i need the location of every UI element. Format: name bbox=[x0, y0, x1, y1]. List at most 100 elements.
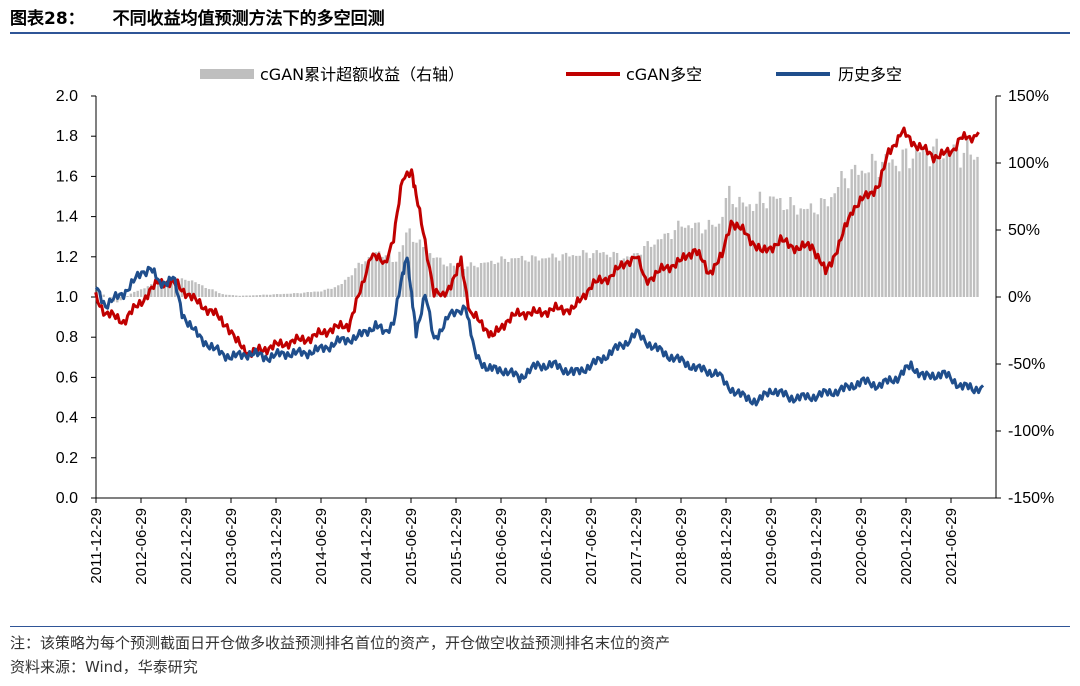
bar bbox=[860, 170, 864, 297]
bar bbox=[374, 252, 377, 297]
x-tick-label: 2019-12-29 bbox=[808, 508, 825, 585]
bar bbox=[530, 255, 534, 297]
bar bbox=[224, 294, 228, 297]
bar bbox=[864, 173, 867, 297]
bar bbox=[544, 258, 547, 297]
bar bbox=[211, 289, 214, 297]
bar bbox=[823, 199, 826, 297]
bar bbox=[826, 206, 830, 297]
bar bbox=[381, 256, 384, 297]
bar bbox=[411, 241, 415, 297]
bar bbox=[564, 252, 568, 297]
bar bbox=[201, 285, 204, 297]
bar bbox=[231, 295, 235, 297]
bar bbox=[891, 159, 894, 297]
bar bbox=[500, 256, 503, 297]
bar bbox=[850, 169, 853, 297]
bar bbox=[935, 138, 938, 297]
bar bbox=[711, 224, 714, 297]
bar bbox=[592, 253, 595, 297]
x-tick-label: 2017-06-29 bbox=[583, 508, 600, 585]
bar bbox=[656, 239, 660, 297]
bar bbox=[615, 253, 619, 297]
x-tick-label: 2015-12-29 bbox=[448, 508, 465, 585]
bar bbox=[751, 211, 755, 297]
bar bbox=[908, 168, 911, 297]
bar bbox=[622, 258, 626, 297]
y-left-tick-label: 0.6 bbox=[56, 369, 78, 386]
bar bbox=[292, 293, 296, 297]
bar bbox=[537, 260, 541, 297]
bar bbox=[262, 294, 265, 297]
bar bbox=[309, 292, 313, 297]
bar bbox=[469, 262, 473, 297]
bar bbox=[884, 154, 887, 297]
bar bbox=[167, 282, 170, 297]
bar bbox=[269, 294, 272, 297]
y-left-tick-label: 0.0 bbox=[56, 490, 78, 507]
bar bbox=[126, 296, 129, 297]
bar bbox=[626, 256, 629, 297]
bar bbox=[819, 198, 823, 297]
bar bbox=[347, 276, 350, 297]
bar bbox=[802, 209, 806, 297]
bar bbox=[496, 262, 500, 297]
y-left-tick-label: 2.0 bbox=[56, 88, 78, 105]
bar bbox=[163, 282, 167, 297]
bar bbox=[663, 233, 666, 297]
bar bbox=[398, 251, 401, 297]
bar bbox=[646, 241, 649, 297]
bar bbox=[303, 292, 306, 297]
bar bbox=[306, 292, 309, 297]
legend-label-cgan: cGAN多空 bbox=[626, 65, 702, 84]
bar bbox=[969, 154, 972, 297]
x-tick-label: 2011-12-29 bbox=[88, 508, 105, 584]
bar bbox=[976, 156, 979, 297]
figure-header: 图表28： 不同收益均值预测方法下的多空回测 bbox=[10, 8, 1070, 34]
bar bbox=[190, 280, 194, 297]
bar bbox=[486, 262, 490, 297]
bar bbox=[153, 285, 156, 297]
x-tick-label: 2020-06-29 bbox=[853, 508, 870, 585]
bar bbox=[857, 174, 860, 297]
bar bbox=[799, 208, 802, 297]
bar bbox=[915, 147, 918, 297]
bar bbox=[707, 219, 711, 297]
x-tick-label: 2019-06-29 bbox=[763, 508, 780, 585]
bar bbox=[513, 258, 517, 297]
y-left-tick-label: 1.4 bbox=[56, 209, 78, 226]
bar bbox=[337, 285, 340, 297]
bar bbox=[694, 222, 697, 297]
bar bbox=[830, 197, 833, 297]
bar bbox=[847, 188, 850, 297]
x-tick-label: 2012-06-29 bbox=[133, 508, 150, 585]
bar bbox=[357, 262, 360, 297]
bar bbox=[578, 255, 581, 297]
bar bbox=[235, 295, 238, 297]
bar bbox=[432, 257, 435, 297]
bar bbox=[439, 257, 442, 297]
bar bbox=[700, 233, 704, 297]
bar bbox=[928, 166, 932, 297]
bar bbox=[377, 251, 381, 297]
y-left-tick-label: 1.6 bbox=[56, 168, 78, 185]
bar bbox=[619, 260, 622, 297]
x-tick-label: 2018-12-29 bbox=[718, 508, 735, 585]
bar bbox=[806, 208, 809, 297]
bar bbox=[296, 293, 299, 297]
legend-swatch-bar bbox=[200, 69, 254, 79]
bar bbox=[581, 250, 585, 297]
bar bbox=[874, 160, 877, 297]
bar bbox=[541, 258, 544, 297]
bar bbox=[194, 282, 197, 297]
bar bbox=[452, 265, 456, 297]
bar bbox=[422, 247, 425, 297]
bar bbox=[265, 294, 269, 297]
bar bbox=[779, 198, 782, 297]
bar bbox=[180, 278, 184, 297]
bar bbox=[326, 288, 330, 297]
bar bbox=[394, 261, 398, 297]
bar bbox=[673, 230, 677, 297]
bar bbox=[575, 255, 578, 297]
line-series-history-long-short bbox=[94, 256, 985, 407]
